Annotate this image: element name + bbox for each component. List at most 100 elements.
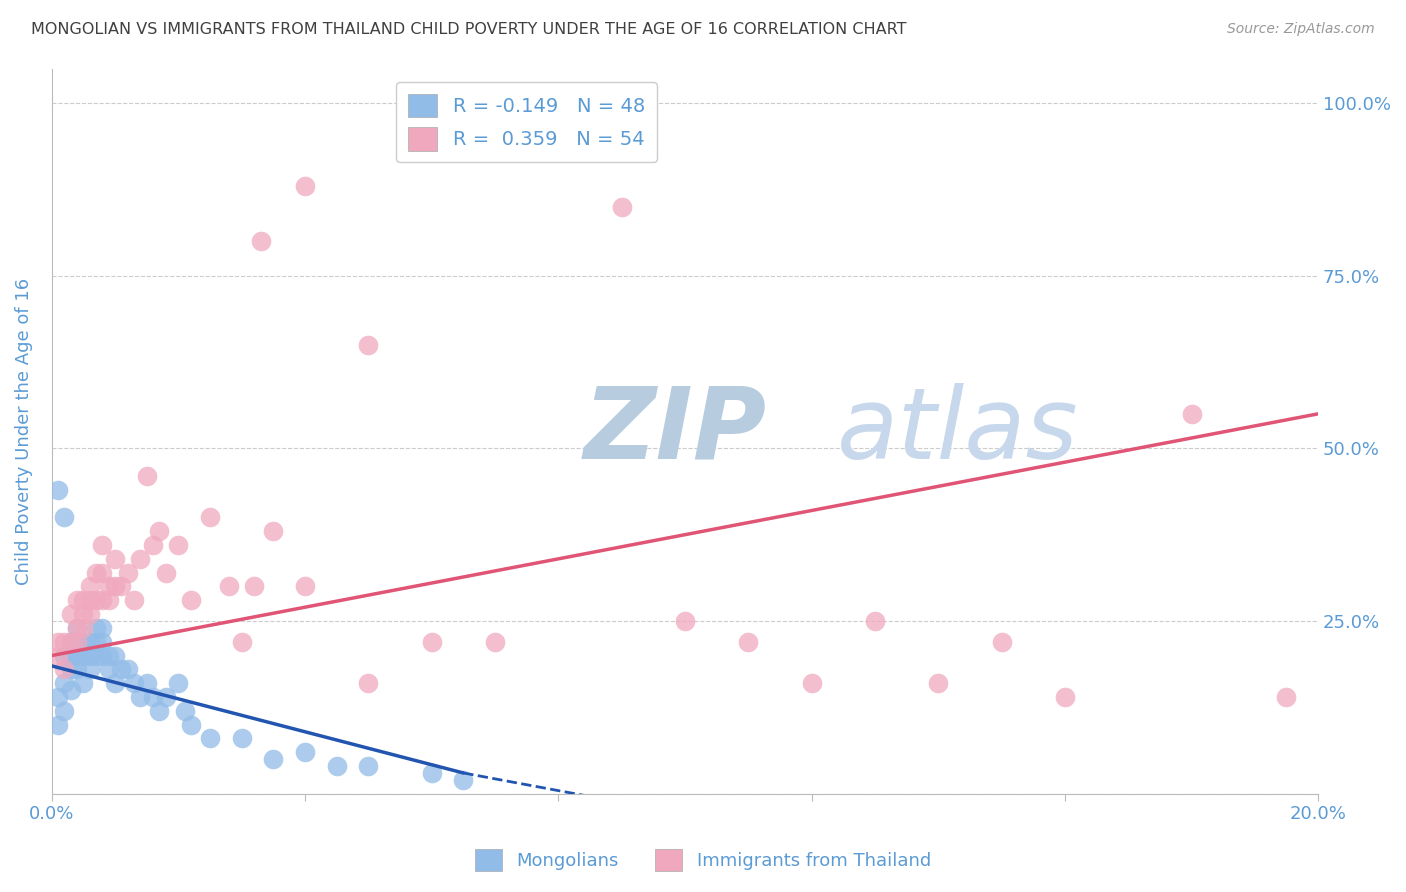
Point [198, 510, 221, 524]
Point [243, 579, 266, 593]
Point [262, 752, 284, 766]
Point [66, 621, 89, 635]
Point [117, 662, 139, 676]
Point [46, 690, 69, 704]
Point [91, 621, 114, 635]
Point [142, 690, 165, 704]
Point [59, 634, 82, 648]
Point [294, 579, 316, 593]
Point [84, 566, 107, 580]
Point [46, 717, 69, 731]
Point [66, 662, 89, 676]
Point [325, 759, 347, 773]
Point [79, 607, 101, 621]
Point [59, 683, 82, 698]
Point [1275, 690, 1298, 704]
Point [84, 621, 107, 635]
Point [72, 676, 94, 690]
Point [66, 621, 89, 635]
Point [66, 648, 89, 663]
Point [46, 634, 69, 648]
Point [59, 662, 82, 676]
Point [155, 566, 177, 580]
Point [863, 614, 886, 628]
Point [135, 676, 157, 690]
Point [97, 648, 120, 663]
Point [72, 621, 94, 635]
Point [84, 634, 107, 648]
Point [66, 634, 89, 648]
Point [294, 178, 316, 193]
Point [53, 510, 76, 524]
Point [294, 745, 316, 759]
Point [420, 634, 443, 648]
Point [53, 634, 76, 648]
Point [167, 676, 190, 690]
Legend: Mongolians, Immigrants from Thailand: Mongolians, Immigrants from Thailand [468, 842, 938, 879]
Point [547, 96, 569, 111]
Point [91, 648, 114, 663]
Point [79, 662, 101, 676]
Text: MONGOLIAN VS IMMIGRANTS FROM THAILAND CHILD POVERTY UNDER THE AGE OF 16 CORRELAT: MONGOLIAN VS IMMIGRANTS FROM THAILAND CH… [31, 22, 907, 37]
Point [91, 634, 114, 648]
Point [59, 634, 82, 648]
Point [357, 338, 380, 352]
Point [84, 648, 107, 663]
Point [91, 593, 114, 607]
Point [990, 634, 1012, 648]
Point [117, 566, 139, 580]
Point [72, 648, 94, 663]
Point [104, 552, 127, 566]
Point [357, 676, 380, 690]
Point [167, 538, 190, 552]
Point [927, 676, 949, 690]
Point [66, 634, 89, 648]
Point [484, 634, 506, 648]
Point [79, 593, 101, 607]
Point [79, 648, 101, 663]
Point [198, 731, 221, 746]
Y-axis label: Child Poverty Under the Age of 16: Child Poverty Under the Age of 16 [15, 277, 32, 584]
Point [110, 662, 132, 676]
Point [148, 524, 170, 539]
Point [66, 593, 89, 607]
Point [357, 759, 380, 773]
Point [218, 579, 240, 593]
Point [420, 766, 443, 780]
Point [72, 593, 94, 607]
Point [262, 524, 284, 539]
Point [72, 634, 94, 648]
Point [97, 662, 120, 676]
Point [129, 690, 152, 704]
Point [453, 772, 475, 787]
Point [53, 676, 76, 690]
Point [79, 634, 101, 648]
Point [46, 483, 69, 497]
Point [104, 579, 127, 593]
Point [53, 704, 76, 718]
Point [122, 676, 145, 690]
Point [91, 566, 114, 580]
Point [800, 676, 823, 690]
Point [673, 614, 696, 628]
Point [122, 593, 145, 607]
Legend: R = -0.149   N = 48, R =  0.359   N = 54: R = -0.149 N = 48, R = 0.359 N = 54 [396, 82, 657, 162]
Point [53, 662, 76, 676]
Point [231, 731, 253, 746]
Point [129, 552, 152, 566]
Point [155, 690, 177, 704]
Point [59, 607, 82, 621]
Point [180, 717, 202, 731]
Text: ZIP: ZIP [583, 383, 766, 480]
Point [1180, 407, 1202, 421]
Point [737, 634, 759, 648]
Point [148, 704, 170, 718]
Point [249, 234, 271, 248]
Point [180, 593, 202, 607]
Point [104, 648, 127, 663]
Point [97, 579, 120, 593]
Point [135, 469, 157, 483]
Point [53, 648, 76, 663]
Point [173, 704, 195, 718]
Point [91, 538, 114, 552]
